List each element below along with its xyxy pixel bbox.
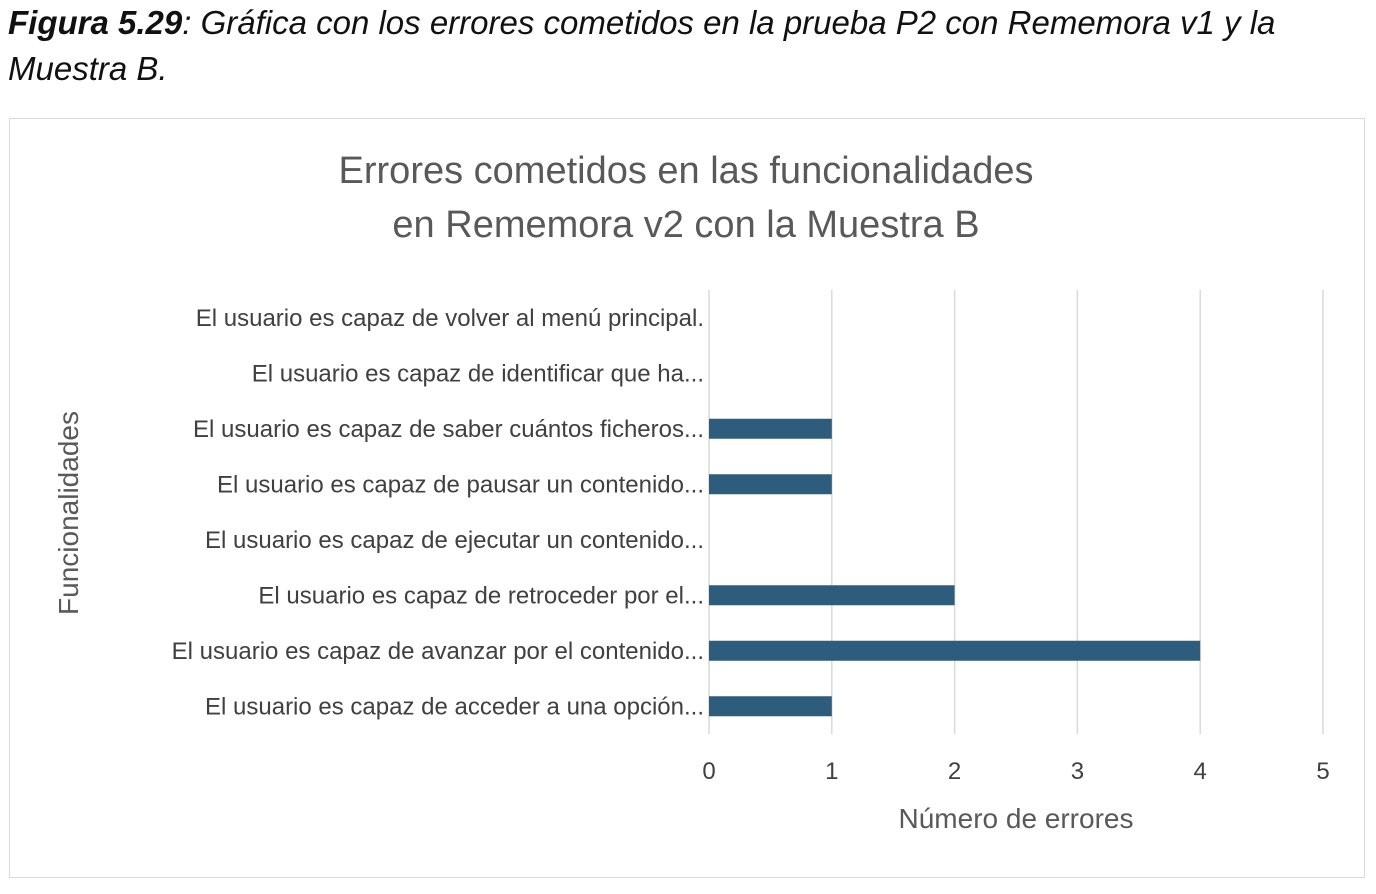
category-label: El usuario es capaz de volver al menú pr… <box>196 305 704 332</box>
x-axis-title: Número de errores <box>899 803 1134 834</box>
x-tick-label: 1 <box>825 758 838 785</box>
chart-container <box>9 118 1365 878</box>
category-label: El usuario es capaz de acceder a una opc… <box>205 693 704 720</box>
figure-label: Figura 5.29 <box>8 4 183 41</box>
category-label: El usuario es capaz de saber cuántos fic… <box>193 416 704 443</box>
bar <box>709 585 955 606</box>
x-tick-label: 5 <box>1316 758 1329 785</box>
bar <box>709 474 832 495</box>
chart-title-line-1: Errores cometidos en las funcionalidades <box>339 150 1034 192</box>
x-tick-label: 4 <box>1194 758 1207 785</box>
x-tick-label: 0 <box>702 758 715 785</box>
x-tick-label: 3 <box>1071 758 1084 785</box>
category-labels: El usuario es capaz de volver al menú pr… <box>172 305 704 721</box>
chart-title-line-2: en Rememora v2 con la Muestra B <box>392 204 979 246</box>
gridlines <box>708 290 1324 734</box>
figure-caption-text: : Gráfica con los errores cometidos en l… <box>8 4 1276 87</box>
category-label: El usuario es capaz de retroceder por el… <box>258 582 704 609</box>
category-label: El usuario es capaz de pausar un conteni… <box>217 471 704 498</box>
bars <box>709 418 1201 717</box>
x-tick-label: 2 <box>948 758 961 785</box>
category-label: El usuario es capaz de identificar que h… <box>252 360 704 387</box>
figure-caption: Figura 5.29: Gráfica con los errores com… <box>8 0 1368 92</box>
chart-title: Errores cometidos en las funcionalidades… <box>339 150 1034 246</box>
y-axis-title: Funcionalidades <box>53 411 84 615</box>
category-label: El usuario es capaz de avanzar por el co… <box>172 638 704 665</box>
x-tick-labels: 0 1 2 3 4 5 <box>702 758 1329 785</box>
bar <box>709 418 832 439</box>
bar <box>709 640 1201 661</box>
bar <box>709 696 832 717</box>
category-label: El usuario es capaz de ejecutar un conte… <box>205 527 704 554</box>
